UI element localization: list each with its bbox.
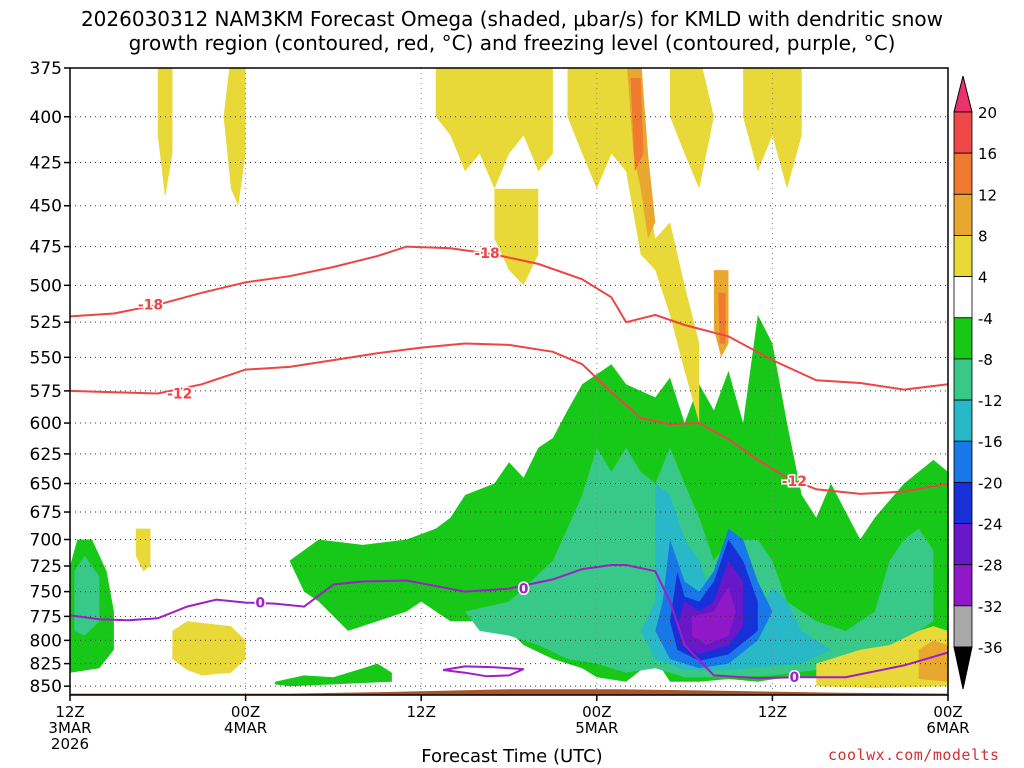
colorbar-label: 20 — [978, 104, 997, 122]
x-tick-label: 00Z — [582, 703, 611, 721]
colorbar-label: -20 — [978, 474, 1003, 492]
y-tick-label: 500 — [30, 276, 62, 296]
colorbar-label: 4 — [978, 269, 988, 287]
colorbar-label: -12 — [978, 392, 1003, 410]
y-tick-label: 400 — [30, 108, 62, 128]
y-tick-label: 550 — [30, 348, 62, 368]
y-tick-label: 700 — [30, 530, 62, 550]
colorbar-segment — [953, 276, 973, 319]
y-tick-label: 825 — [30, 655, 62, 675]
x-tick-label: 12Z — [758, 703, 787, 721]
x-tick-label: 5MAR — [575, 719, 618, 737]
y-tick-label: 600 — [30, 414, 62, 434]
omega-region-12 — [630, 78, 644, 172]
y-tick-label: 775 — [30, 607, 62, 627]
terrain-surface — [70, 689, 948, 695]
colorbar-label: 16 — [978, 145, 997, 163]
y-tick-label: 625 — [30, 445, 62, 465]
colorbar-segment — [953, 235, 973, 278]
colorbar-label: 8 — [978, 227, 988, 245]
y-tick-label: 450 — [30, 197, 62, 217]
source-credit: coolwx.com/modelts — [828, 746, 1000, 764]
colorbar-segment — [953, 111, 973, 154]
colorbar-segment — [953, 152, 973, 195]
y-tick-label: 525 — [30, 313, 62, 333]
omega-region--28 — [691, 586, 736, 646]
y-tick-label: 375 — [30, 59, 62, 79]
omega-region--4 — [274, 663, 392, 687]
omega-region-4 — [494, 188, 539, 286]
colorbar-label: -36 — [978, 639, 1003, 657]
y-tick-label: 675 — [30, 503, 62, 523]
colorbar-segment — [953, 440, 973, 483]
colorbar-label: -16 — [978, 433, 1003, 451]
isotherm-minus18-label: -18 — [138, 298, 163, 314]
colorbar-label: -8 — [978, 351, 993, 369]
freezing-level-label: 0 — [519, 582, 529, 598]
x-tick-label: 12Z — [407, 703, 436, 721]
colorbar-segment — [953, 399, 973, 442]
x-tick-label: 00Z — [933, 703, 962, 721]
colorbar-bottom-arrow — [953, 646, 973, 690]
omega-region-4 — [670, 68, 714, 189]
x-tick-label: 2026 — [51, 735, 89, 753]
isotherm-minus12-label: -12 — [167, 387, 192, 403]
chart-title-line1: 2026030312 NAM3KM Forecast Omega (shaded… — [80, 7, 944, 31]
omega-region-4 — [172, 621, 246, 676]
x-axis-label: Forecast Time (UTC) — [421, 746, 603, 767]
isotherm-minus12-contour — [69, 342, 949, 495]
colorbar-segment — [953, 605, 973, 648]
colorbar-segment — [953, 193, 973, 236]
x-tick-label: 6MAR — [926, 719, 969, 737]
omega-region-4 — [567, 68, 700, 423]
freezing-level-contour — [69, 564, 949, 680]
colorbar-label: 12 — [978, 186, 997, 204]
y-tick-label: 475 — [30, 238, 62, 258]
isotherm-minus12-label: -12 — [782, 474, 807, 490]
x-tick-label: 12Z — [55, 703, 84, 721]
colorbar-label: -24 — [978, 516, 1003, 534]
colorbar-segment — [953, 358, 973, 401]
colorbar-label: -4 — [978, 310, 993, 328]
chart-title-line2: growth region (contoured, red, °C) and f… — [128, 31, 896, 55]
freezing-level-label: 0 — [789, 670, 799, 686]
y-tick-label: 425 — [30, 154, 62, 174]
y-tick-label: 650 — [30, 475, 62, 495]
colorbar-segment — [953, 481, 973, 524]
omega-region-4 — [135, 528, 151, 572]
isotherm-minus18-contour — [69, 245, 949, 391]
y-tick-label: 725 — [30, 557, 62, 577]
x-tick-label: 4MAR — [224, 719, 267, 737]
omega-region--8 — [74, 555, 100, 636]
freezing-level-closed-contour — [442, 665, 524, 678]
omega-region-4 — [157, 68, 173, 198]
omega-region-12 — [718, 292, 726, 344]
y-tick-label: 850 — [30, 677, 62, 697]
y-tick-label: 750 — [30, 583, 62, 603]
freezing-level-label: 0 — [255, 596, 265, 612]
colorbar-top-arrow — [953, 75, 973, 113]
x-tick-label: 3MAR — [48, 719, 91, 737]
omega-region-4 — [816, 626, 948, 688]
colorbar-segment — [953, 523, 973, 566]
isotherm-minus18-label: -18 — [474, 246, 499, 262]
colorbar-segment — [953, 564, 973, 607]
colorbar-label: -32 — [978, 598, 1003, 616]
y-tick-label: 800 — [30, 631, 62, 651]
x-tick-label: 00Z — [231, 703, 260, 721]
omega-region-8 — [918, 640, 948, 682]
colorbar-segment — [953, 317, 973, 360]
omega-region-4 — [223, 68, 246, 206]
y-tick-label: 575 — [30, 382, 62, 402]
omega-region-4 — [435, 68, 553, 189]
colorbar-label: -28 — [978, 557, 1003, 575]
plot-frame — [69, 67, 949, 696]
